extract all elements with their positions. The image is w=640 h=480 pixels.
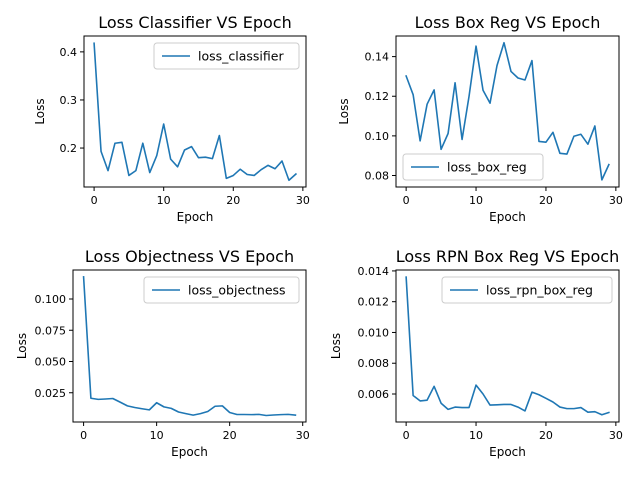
y-tick-label: 0.2: [60, 142, 78, 155]
legend-label: loss_rpn_box_reg: [486, 283, 593, 298]
legend-frame: [153, 42, 300, 70]
chart-title: Loss Box Reg VS Epoch: [415, 13, 601, 32]
series-line-loss_classifier: [93, 42, 298, 182]
y-tick-label: 0.14: [365, 51, 390, 64]
x-tick-label: 20: [539, 429, 553, 442]
axes-frame: [72, 269, 307, 423]
y-axis-label: Loss: [15, 333, 29, 359]
y-tick-label: 0.075: [35, 324, 67, 337]
x-tick-label: 10: [469, 429, 483, 442]
y-tick-label: 0.12: [365, 90, 390, 103]
y-tick-label: 0.08: [365, 170, 390, 183]
y-axis-label: Loss: [337, 98, 351, 124]
y-tick-label: 0.100: [35, 293, 67, 306]
series-line-loss_objectness: [82, 276, 297, 417]
chart-title: Loss Classifier VS Epoch: [98, 13, 291, 32]
y-tick-label: 0.4: [60, 46, 78, 59]
x-axis-label: Epoch: [171, 445, 208, 459]
y-axis-label: Loss: [329, 333, 343, 359]
legend: loss_objectness: [143, 276, 300, 304]
x-tick-label: 10: [157, 194, 171, 207]
x-tick-label: 0: [403, 194, 410, 207]
series-line-loss_rpn_box_reg: [405, 276, 610, 416]
subplot-2: Loss Box Reg VS Epoch 0 10 20 30 0.08 0.10 0.12…: [337, 13, 623, 224]
legend-label: loss_objectness: [188, 283, 286, 298]
x-tick-label: 0: [403, 429, 410, 442]
axes-frame: [83, 35, 307, 188]
y-tick-label: 0.008: [358, 357, 390, 370]
x-tick-label: 30: [609, 194, 623, 207]
axes-frame: [395, 269, 620, 423]
y-tick-label: 0.3: [60, 94, 78, 107]
legend-label: loss_classifier: [198, 49, 284, 64]
x-axis-label: Epoch: [489, 445, 526, 459]
y-tick-label: 0.10: [365, 130, 390, 143]
legend-label: loss_box_reg: [447, 160, 527, 175]
legend: loss_rpn_box_reg: [441, 276, 613, 304]
legend-frame: [402, 153, 544, 181]
x-tick-label: 0: [80, 429, 87, 442]
y-tick-label: 0.025: [35, 387, 67, 400]
y-tick-label: 0.014: [358, 265, 390, 278]
x-tick-label: 0: [91, 194, 98, 207]
subplot-4: Loss RPN Box Reg VS Epoch 0 10 20 30 0.006 0.0…: [329, 247, 623, 459]
x-tick-label: 30: [296, 194, 310, 207]
subplot-3: Loss Objectness VS Epoch 0 10 20 30 0.025 0.05…: [15, 247, 310, 459]
y-tick-label: 0.012: [358, 296, 390, 309]
legend-frame: [143, 276, 300, 304]
x-axis-label: Epoch: [489, 210, 526, 224]
x-tick-label: 30: [609, 429, 623, 442]
x-axis-label: Epoch: [177, 210, 214, 224]
x-tick-label: 10: [150, 429, 164, 442]
chart-title: Loss Objectness VS Epoch: [85, 247, 294, 266]
x-tick-label: 20: [226, 194, 240, 207]
subplot-1: Loss Classifier VS Epoch 0 10 20 30 0.2 0.3 0.4…: [33, 13, 310, 224]
legend: loss_box_reg: [402, 153, 544, 181]
axes-frame: [395, 35, 620, 188]
x-tick-label: 10: [469, 194, 483, 207]
chart-title: Loss RPN Box Reg VS Epoch: [396, 247, 620, 266]
y-axis-label: Loss: [33, 98, 47, 124]
y-tick-label: 0.050: [35, 356, 67, 369]
x-tick-label: 20: [223, 429, 237, 442]
legend: loss_classifier: [153, 42, 300, 70]
y-tick-label: 0.006: [358, 388, 390, 401]
y-tick-label: 0.010: [358, 326, 390, 339]
x-tick-label: 20: [539, 194, 553, 207]
series-line-loss_box_reg: [405, 41, 610, 181]
x-tick-label: 30: [296, 429, 310, 442]
legend-frame: [441, 276, 613, 304]
